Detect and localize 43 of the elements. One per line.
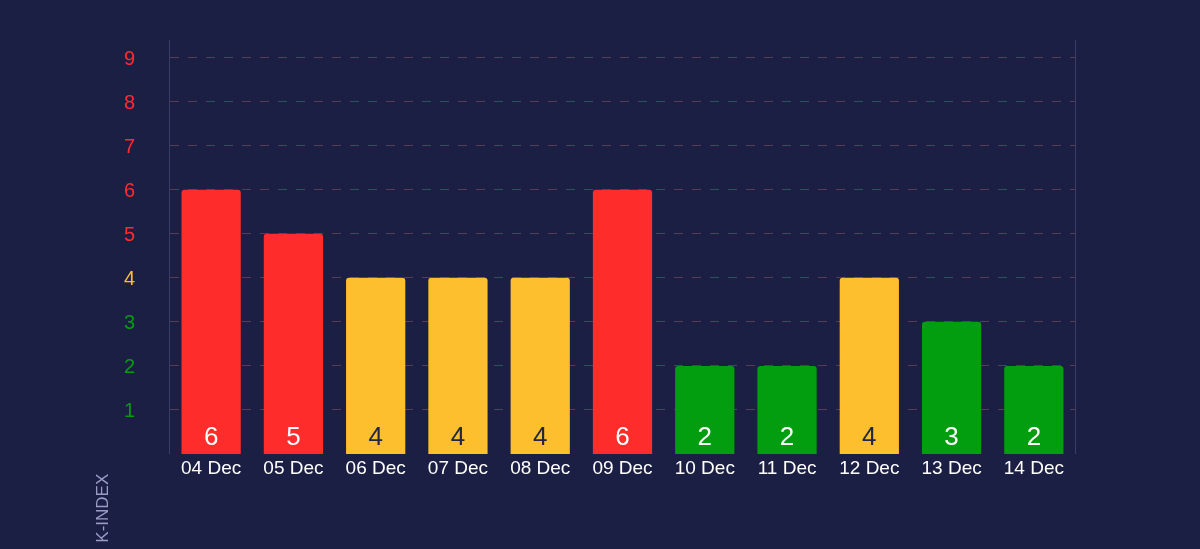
x-tick-label: 11 Dec [757,457,817,478]
x-tick-label: 09 Dec [592,457,653,478]
data-label: 4 [533,421,548,451]
data-label: 6 [203,421,219,451]
y-axis-title: K-INDEX [92,473,112,543]
data-label: 2 [1026,421,1042,451]
bar [675,365,735,454]
data-label: 4 [862,421,877,451]
x-tick-label: 14 Dec [1003,457,1064,478]
data-label: 4 [450,421,466,451]
bar [757,365,817,454]
bar [346,277,406,454]
x-tick-label: 10 Dec [674,457,735,478]
x-tick-label: 12 Dec [839,457,900,478]
data-label: 2 [697,421,712,451]
data-label: 5 [286,421,301,451]
bar [510,277,570,454]
x-tick-label: 08 Dec [510,457,571,478]
x-tick-label: 13 Dec [921,457,982,478]
y-tick-label: 4 [123,266,135,289]
data-label: 3 [944,421,959,451]
y-tick-label: 5 [123,222,135,245]
y-tick-label: 3 [123,310,135,333]
x-tick-label: 06 Dec [345,457,406,478]
bar [263,233,324,454]
y-tick-label: 2 [123,354,135,377]
x-tick-label: 07 Dec [427,457,489,478]
data-label: 4 [368,421,383,451]
x-tick-label: 04 Dec [181,457,242,478]
y-tick-label: 9 [123,46,135,69]
bar [181,189,241,454]
y-tick-label: 8 [123,90,135,113]
data-label: 2 [779,421,795,451]
x-tick-label: 05 Dec [263,457,324,478]
data-label: 6 [615,421,630,451]
bar [428,277,488,454]
bar [1004,365,1064,454]
bar [921,321,982,454]
bar [839,277,899,454]
y-tick-label: 1 [123,398,135,421]
bar [592,189,653,454]
y-tick-label: 6 [123,178,135,201]
y-tick-label: 7 [123,134,135,157]
